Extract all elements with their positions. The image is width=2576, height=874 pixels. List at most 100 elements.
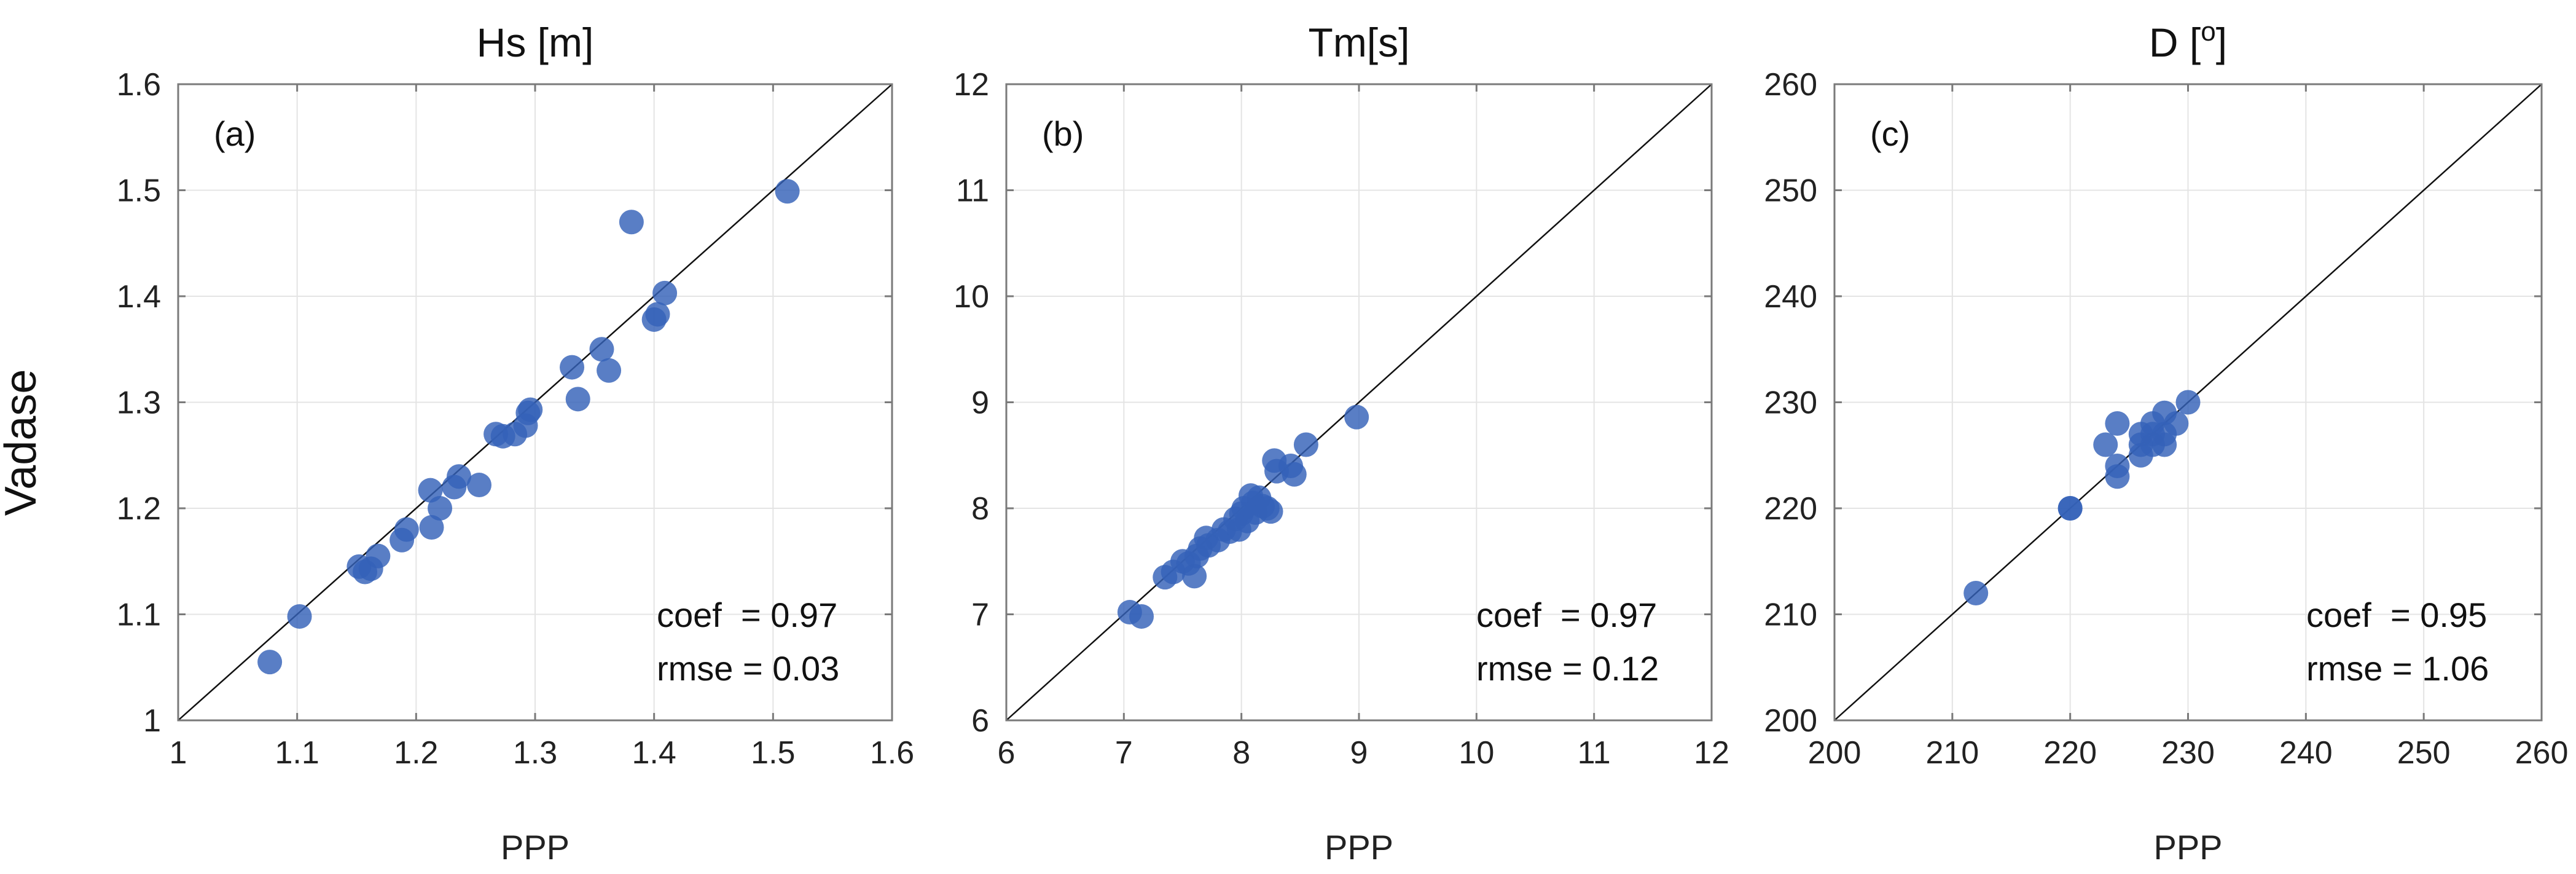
panel-a-data-point-27 — [652, 280, 678, 305]
panel-b-label: (b) — [1042, 114, 1084, 153]
panel-a-x-tick-label-2: 1.2 — [394, 735, 438, 771]
panel-c-data-point-15 — [2164, 411, 2189, 436]
panel-a-data-point-26 — [645, 302, 670, 327]
panel-b-y-tick-label-0: 6 — [971, 703, 989, 739]
panel-a-y-tick-label-2: 1.2 — [117, 491, 161, 527]
panel-c-x-tick-label-6: 260 — [2515, 735, 2569, 771]
panel-c-data-point-3 — [2093, 432, 2118, 457]
panel-b-x-tick-label-5: 11 — [1578, 735, 1611, 771]
panel-a-x-ticks: 1 1.1 1.2 1.3 1.4 1.5 1.6 — [170, 84, 914, 771]
panel-c-y-tick-label-3: 230 — [1764, 385, 1817, 421]
panel-a-x-tick-label-4: 1.4 — [632, 735, 676, 771]
panel-c-rmse: rmse = 1.06 — [2306, 649, 2489, 688]
panel-a-x-tick-label-1: 1.1 — [275, 735, 319, 771]
panel-c-y-ticks: 200 210 220 230 240 250 260 — [1764, 67, 2542, 739]
panel-a-y-tick-label-1: 1.1 — [117, 597, 161, 633]
panel-c-data-point-6 — [2105, 411, 2130, 436]
panel-c-points — [1963, 390, 2201, 605]
panel-a-y-tick-label-3: 1.3 — [117, 385, 161, 421]
panel-a-label: (a) — [214, 114, 256, 153]
panel-a-y-tick-label-4: 1.4 — [117, 279, 161, 315]
panel-b-x-tick-label-6: 12 — [1694, 735, 1729, 771]
panel-c-y-tick-label-0: 200 — [1764, 703, 1817, 739]
panel-c-title-main: D [ — [2149, 20, 2201, 65]
panel-a-x-tick-label-3: 1.3 — [513, 735, 557, 771]
panel-b-data-point-30 — [1293, 432, 1318, 457]
panel-c-y-tick-label-5: 250 — [1764, 173, 1817, 209]
panel-c-coef: coef = 0.95 — [2306, 596, 2487, 634]
panel-a-data-point-8 — [418, 478, 443, 503]
panel-c-data-point-17 — [2128, 422, 2153, 447]
panel-a-data-point-10 — [428, 496, 453, 521]
panel-c-title-suffix: ] — [2216, 20, 2227, 65]
panel-b-data-point-31 — [1344, 404, 1369, 430]
panel-a-data-point-24 — [619, 210, 644, 235]
panel-a-title-main: Hs [m] — [477, 20, 594, 65]
panel-b-y-tick-label-3: 9 — [971, 385, 989, 421]
panel-a-data-point-0 — [257, 650, 283, 675]
panel-b-title: Tm[s] — [1309, 20, 1410, 65]
panel-c-x-tick-label-5: 250 — [2397, 735, 2451, 771]
panel-c-title: D [o] — [2149, 17, 2227, 65]
panel-c-x-tick-label-4: 240 — [2279, 735, 2333, 771]
panel-a-y-tick-label-6: 1.6 — [117, 67, 161, 103]
panel-b-tm: 6 7 8 9 10 11 12 6 7 8 9 10 11 12 Tm[s] (b) coef = 0… — [953, 20, 1729, 867]
shared-y-axis-label: Vadase — [0, 369, 45, 516]
panel-b-y-tick-label-6: 12 — [953, 67, 989, 103]
panel-a-points — [257, 179, 800, 675]
panel-c-label: (c) — [1870, 114, 1910, 153]
panel-b-y-tick-label-4: 10 — [953, 279, 989, 315]
panel-b-rmse: rmse = 0.12 — [1476, 649, 1659, 688]
panel-c-x-axis-label: PPP — [2153, 828, 2222, 867]
panel-c-data-point-2 — [2057, 496, 2083, 521]
panel-a-x-tick-label-0: 1 — [170, 735, 187, 771]
panel-c-x-tick-label-3: 230 — [2161, 735, 2215, 771]
panel-b-coef: coef = 0.97 — [1476, 596, 1657, 634]
panel-c-y-tick-label-2: 220 — [1764, 491, 1817, 527]
panel-c-y-tick-label-6: 260 — [1764, 67, 1817, 103]
panel-a-data-point-1 — [287, 604, 312, 629]
panel-a-data-point-22 — [589, 337, 614, 362]
panel-b-y-ticks: 6 7 8 9 10 11 12 — [953, 67, 1712, 739]
panel-a-x-axis-label: PPP — [501, 828, 570, 867]
panel-a-y-tick-label-5: 1.5 — [117, 173, 161, 209]
panel-a-data-point-13 — [466, 473, 491, 498]
panel-c-d: 200 210 220 230 240 250 260 200 210 220 230 240 250… — [1764, 17, 2568, 867]
panel-c-data-point-16 — [2175, 390, 2201, 415]
panel-b-y-tick-label-2: 8 — [971, 491, 989, 527]
panel-b-data-point-1 — [1129, 604, 1154, 629]
panel-c-x-tick-label-1: 210 — [1925, 735, 1979, 771]
panel-a-data-point-7 — [394, 517, 419, 542]
panel-b-title-main: Tm[s] — [1309, 20, 1410, 65]
panel-b-points — [1117, 404, 1369, 629]
panel-c-data-point-0 — [1963, 581, 1989, 605]
panel-a-data-point-12 — [447, 464, 472, 489]
panel-b-x-ticks: 6 7 8 9 10 11 12 — [998, 84, 1729, 771]
panel-b-data-point-25 — [1258, 499, 1283, 524]
panel-a-y-ticks: 1 1.1 1.2 1.3 1.4 1.5 1.6 — [117, 67, 892, 739]
panel-c-x-ticks: 200 210 220 230 240 250 260 — [1808, 84, 2569, 771]
panel-b-y-tick-label-1: 7 — [971, 597, 989, 633]
panel-b-x-tick-label-2: 8 — [1232, 735, 1250, 771]
panel-a-y-tick-label-0: 1 — [143, 703, 161, 739]
panel-c-y-tick-label-1: 210 — [1764, 597, 1817, 633]
panel-a-data-point-21 — [565, 387, 590, 412]
panel-a-x-tick-label-5: 1.5 — [751, 735, 795, 771]
panel-a-data-point-5 — [366, 543, 391, 569]
panel-a-title: Hs [m] — [477, 20, 594, 65]
panel-c-x-tick-label-2: 220 — [2043, 735, 2097, 771]
panel-a-data-point-23 — [597, 358, 622, 383]
panel-a-data-point-20 — [560, 355, 585, 380]
panel-a-x-tick-label-6: 1.6 — [870, 735, 914, 771]
panel-b-x-axis-label: PPP — [1325, 828, 1393, 867]
panel-b-x-tick-label-0: 6 — [998, 735, 1016, 771]
panel-a-data-point-9 — [419, 515, 444, 540]
panel-c-title-superscript: o — [2201, 17, 2215, 47]
panel-a-data-point-28 — [775, 179, 800, 204]
panel-b-x-tick-label-1: 7 — [1115, 735, 1133, 771]
panel-b-x-tick-label-3: 9 — [1350, 735, 1368, 771]
panel-c-y-tick-label-4: 240 — [1764, 279, 1817, 315]
panel-c-x-tick-label-0: 200 — [1808, 735, 1862, 771]
panel-a-rmse: rmse = 0.03 — [657, 649, 839, 688]
